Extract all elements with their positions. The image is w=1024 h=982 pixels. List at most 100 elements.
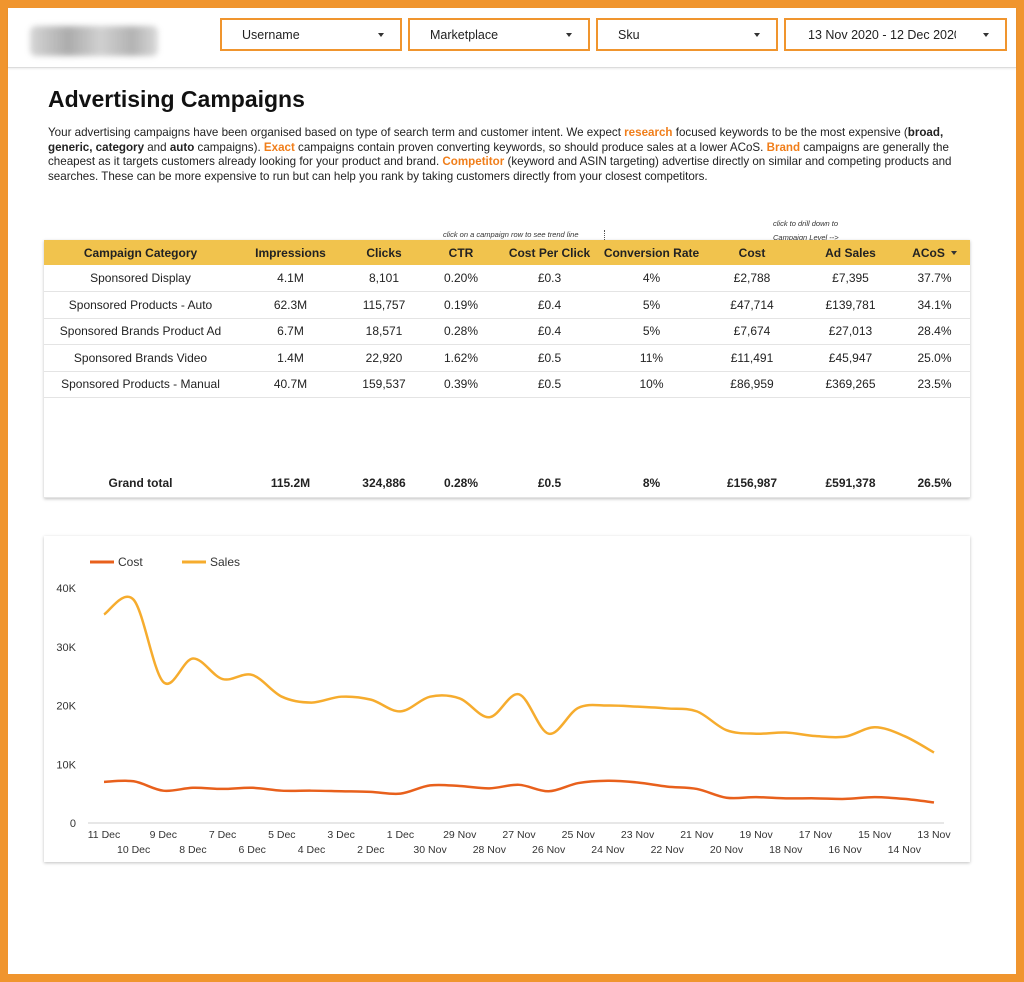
dashboard-frame: Username Marketplace Sku 13 Nov 2020 - 1…	[8, 8, 1016, 974]
exact-highlight: Exact	[263, 140, 295, 154]
date-range-label: 13 Nov 2020 - 12 Dec 2020	[808, 27, 956, 42]
cell: £0.4	[537, 297, 562, 312]
cell: £591,378	[825, 475, 876, 490]
cell: 34.1%	[917, 297, 952, 312]
x-tick-label: 22 Nov	[651, 844, 685, 856]
cell: 23.5%	[917, 377, 952, 392]
cell: 115.2M	[270, 475, 311, 490]
cell: 0.39%	[443, 377, 479, 392]
cell: Sponsored Products - Auto	[68, 297, 213, 312]
cell: Sponsored Brands Product Ad	[59, 324, 222, 339]
x-tick-label: 21 Nov	[680, 829, 714, 841]
x-tick-label: 5 Dec	[268, 829, 295, 841]
cell: £2,788	[733, 271, 771, 285]
cell: £7,674	[733, 324, 771, 339]
col-acos[interactable]: ACoS	[899, 240, 970, 265]
cell: 0.28%	[443, 324, 479, 339]
hint-arrow	[604, 230, 605, 242]
drill-down-hint: click to drill down to Campaign Level --…	[773, 219, 839, 242]
intro-text: Your advertising campaigns have been org…	[48, 126, 952, 183]
col-cost-per-click[interactable]: Cost Per Click	[508, 245, 591, 260]
cell: £369,265	[825, 377, 876, 392]
cell: 1.62%	[443, 350, 479, 365]
col-campaign-category[interactable]: Campaign Category	[83, 245, 198, 260]
x-tick-label: 19 Nov	[740, 829, 774, 841]
cell: Sponsored Brands Video	[73, 350, 208, 365]
cell: Sponsored Display	[90, 271, 191, 285]
brand-logo	[30, 26, 158, 56]
col-conversion-rate[interactable]: Conversion Rate	[603, 245, 700, 260]
x-tick-label: 2 Dec	[357, 844, 384, 856]
cell: 22,920	[365, 350, 403, 365]
top-bar: Username Marketplace Sku 13 Nov 2020 - 1…	[8, 8, 1016, 68]
x-tick-label: 28 Nov	[473, 844, 507, 856]
cell: £0.3	[537, 271, 562, 285]
col-cost[interactable]: Cost	[738, 245, 766, 260]
col-ad-sales[interactable]: Ad Sales	[825, 245, 876, 260]
x-tick-label: 15 Nov	[858, 829, 892, 841]
cell: 28.4%	[917, 324, 952, 339]
y-tick-label: 0	[70, 818, 76, 830]
x-tick-label: 10 Dec	[117, 844, 150, 856]
cell: 159,537	[362, 377, 406, 392]
col-ctr[interactable]: CTR	[448, 245, 474, 260]
x-tick-label: 14 Nov	[888, 844, 922, 856]
x-tick-label: 26 Nov	[532, 844, 566, 856]
col-clicks[interactable]: Clicks	[366, 245, 402, 260]
grand-total-row: Grand total 115.2M 324,886 0.28% £0.5 8%…	[44, 468, 970, 498]
table-row[interactable]: Sponsored Brands Product Ad 6.7M 18,571 0.2…	[44, 318, 970, 345]
cell: £11,491	[730, 350, 774, 365]
date-range-filter[interactable]: 13 Nov 2020 - 12 Dec 2020	[784, 18, 1007, 51]
cell: 5%	[642, 297, 661, 312]
x-tick-label: 9 Dec	[150, 829, 177, 841]
x-tick-label: 18 Nov	[769, 844, 803, 856]
competitor-highlight: Competitor	[442, 155, 505, 169]
x-tick-label: 1 Dec	[387, 829, 414, 841]
marketplace-filter-label: Marketplace	[430, 27, 499, 42]
x-tick-label: 11 Dec	[88, 829, 121, 841]
table-row[interactable]: Sponsored Products - Auto 62.3M 115,757 0.1…	[44, 292, 970, 318]
cell: 10%	[639, 377, 664, 392]
legend-label-sales: Sales	[210, 555, 240, 569]
cell: 25.0%	[917, 350, 952, 365]
cell: £47,714	[730, 297, 774, 312]
x-tick-label: 8 Dec	[179, 844, 206, 856]
cell: 8%	[642, 475, 661, 490]
x-tick-label: 27 Nov	[502, 829, 536, 841]
cell: 0.28%	[443, 475, 479, 490]
y-tick-label: 30K	[56, 642, 76, 654]
x-tick-label: 17 Nov	[799, 829, 833, 841]
cell: £0.5	[537, 377, 562, 392]
x-tick-label: 4 Dec	[298, 844, 325, 856]
cell: 0.19%	[443, 297, 479, 312]
cell: 37.7%	[917, 271, 952, 285]
cell: £156,987	[726, 475, 778, 490]
x-tick-label: 13 Nov	[917, 829, 951, 841]
series-line-cost	[103, 779, 935, 804]
table-row[interactable]: Sponsored Brands Video 1.4M 22,920 1.62% £0.…	[44, 345, 970, 371]
sku-filter[interactable]: Sku	[596, 18, 778, 51]
cell: £27,013	[828, 324, 873, 339]
table-row[interactable]: Sponsored Products - Manual 40.7M 159,537 0…	[44, 371, 970, 398]
cell: 6.7M	[277, 324, 304, 339]
col-impressions[interactable]: Impressions	[255, 245, 326, 260]
cell: 4%	[642, 271, 661, 285]
cell: 62.3M	[273, 297, 308, 312]
cell: 26.5%	[917, 475, 952, 490]
legend-label-cost: Cost	[118, 555, 143, 569]
y-tick-label: 40K	[56, 583, 76, 595]
x-tick-label: 20 Nov	[710, 844, 744, 856]
page-title: Advertising Campaigns	[48, 86, 305, 112]
username-filter[interactable]: Username	[220, 18, 402, 51]
cell: 11%	[639, 350, 664, 365]
chevron-down-icon	[754, 33, 760, 37]
marketplace-filter[interactable]: Marketplace	[408, 18, 590, 51]
x-tick-label: 16 Nov	[828, 844, 862, 856]
cell: 1.4M	[277, 350, 304, 365]
x-tick-label: 23 Nov	[621, 829, 655, 841]
x-tick-label: 29 Nov	[443, 829, 477, 841]
cost-sales-chart: 0 10K 20K 30K 40K 11 Dec 10 Dec 9 Dec 8 Dec 7 Dec…	[44, 536, 970, 862]
cell: £0.5	[537, 350, 562, 365]
table-row[interactable]: Sponsored Display 4.1M 8,101 0.20% £0.3 4% £2,…	[44, 265, 970, 292]
cell: £45,947	[828, 350, 873, 365]
